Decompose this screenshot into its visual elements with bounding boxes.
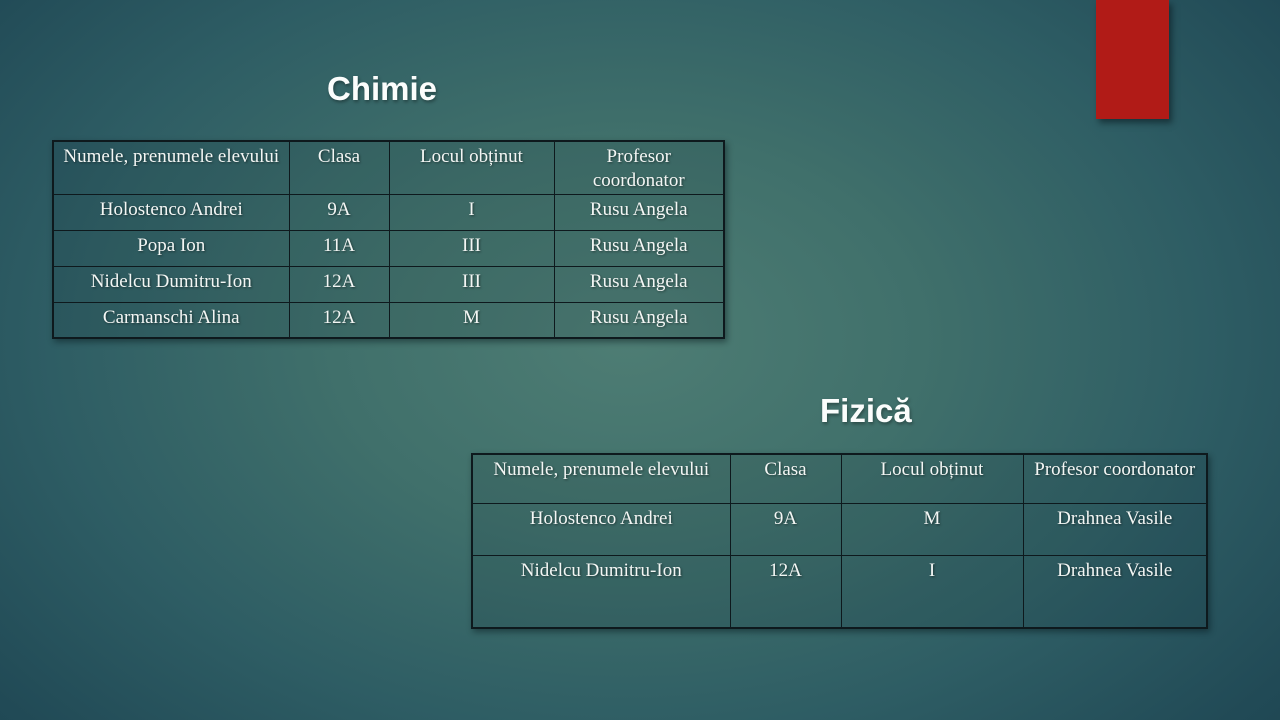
cell-class: 12A (288, 301, 390, 339)
column-header-place: Locul obținut (388, 140, 555, 195)
table-row: Holostenco Andrei 9A M Drahnea Vasile (471, 502, 1208, 556)
column-header-coordinator: Profesor coordonator (553, 140, 725, 195)
cell-place: III (388, 265, 555, 303)
cell-student-name: Carmanschi Alina (52, 301, 290, 339)
column-header-name: Numele, prenumele elevului (471, 453, 731, 504)
fizica-table: Numele, prenumele elevului Clasa Locul o… (471, 453, 1208, 629)
cell-place: M (388, 301, 555, 339)
cell-coordinator: Rusu Angela (553, 193, 725, 231)
table-header-row: Numele, prenumele elevului Clasa Locul o… (471, 453, 1208, 504)
cell-place: M (840, 502, 1024, 556)
cell-place: III (388, 229, 555, 267)
table-row: Carmanschi Alina 12A M Rusu Angela (52, 301, 725, 339)
cell-coordinator: Rusu Angela (553, 265, 725, 303)
column-header-class: Clasa (729, 453, 842, 504)
cell-class: 11A (288, 229, 390, 267)
cell-class: 9A (729, 502, 842, 556)
table-row: Holostenco Andrei 9A I Rusu Angela (52, 193, 725, 231)
chimie-table: Numele, prenumele elevului Clasa Locul o… (52, 140, 725, 339)
column-header-class: Clasa (288, 140, 390, 195)
table-row: Popa Ion 11A III Rusu Angela (52, 229, 725, 267)
cell-student-name: Nidelcu Dumitru-Ion (471, 554, 731, 629)
table-header-row: Numele, prenumele elevului Clasa Locul o… (52, 140, 725, 195)
cell-class: 12A (288, 265, 390, 303)
cell-class: 12A (729, 554, 842, 629)
cell-student-name: Popa Ion (52, 229, 290, 267)
cell-coordinator: Drahnea Vasile (1022, 502, 1208, 556)
cell-student-name: Holostenco Andrei (52, 193, 290, 231)
column-header-place: Locul obținut (840, 453, 1024, 504)
column-header-coordinator: Profesor coordonator (1022, 453, 1208, 504)
section-title-chimie: Chimie (327, 70, 438, 107)
column-header-name: Numele, prenumele elevului (52, 140, 290, 195)
cell-place: I (840, 554, 1024, 629)
table-row: Nidelcu Dumitru-Ion 12A I Drahnea Vasile (471, 554, 1208, 629)
cell-place: I (388, 193, 555, 231)
cell-student-name: Holostenco Andrei (471, 502, 731, 556)
section-title-fizica: Fizică (820, 392, 912, 429)
cell-coordinator: Rusu Angela (553, 301, 725, 339)
accent-bar (1096, 0, 1169, 119)
cell-coordinator: Drahnea Vasile (1022, 554, 1208, 629)
table-row: Nidelcu Dumitru-Ion 12A III Rusu Angela (52, 265, 725, 303)
cell-class: 9A (288, 193, 390, 231)
cell-student-name: Nidelcu Dumitru-Ion (52, 265, 290, 303)
cell-coordinator: Rusu Angela (553, 229, 725, 267)
